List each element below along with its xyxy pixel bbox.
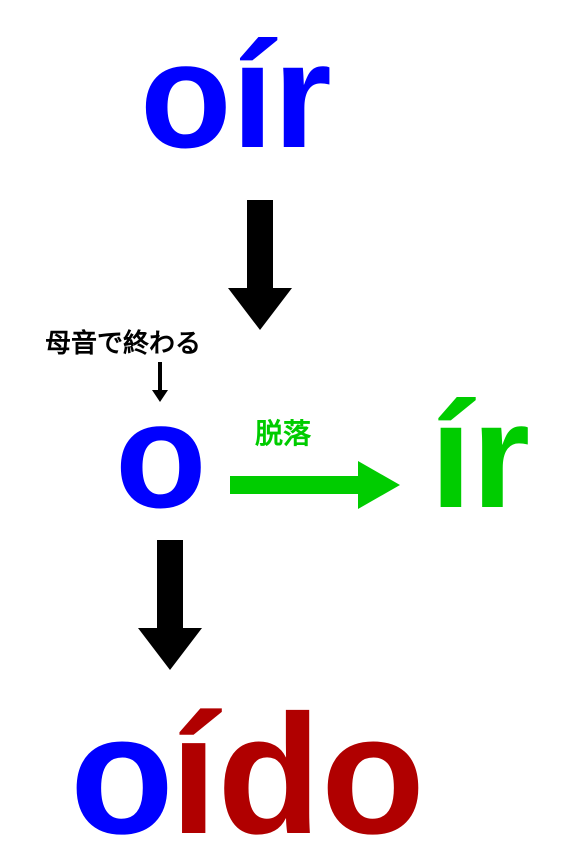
arrow-down-icon [130, 540, 210, 670]
label-dropout: 脱落 [255, 420, 311, 448]
word-top-oir: oír [140, 20, 332, 170]
arrow-o-to-ir [230, 455, 400, 515]
arrow-right-icon [230, 455, 400, 515]
arrow-top-to-mid [220, 200, 300, 330]
word-mid-ir: ír [430, 380, 530, 530]
word-bottom-o: o [70, 690, 174, 860]
diagram-stage: oír 母音で終わる o 脱落 ír o ído [0, 0, 577, 864]
arrow-mid-to-bot [130, 540, 210, 670]
word-mid-o: o [115, 380, 207, 530]
word-bottom-ido: ído [170, 690, 425, 860]
label-vowel-end: 母音で終わる [45, 330, 201, 356]
arrow-down-icon [220, 200, 300, 330]
